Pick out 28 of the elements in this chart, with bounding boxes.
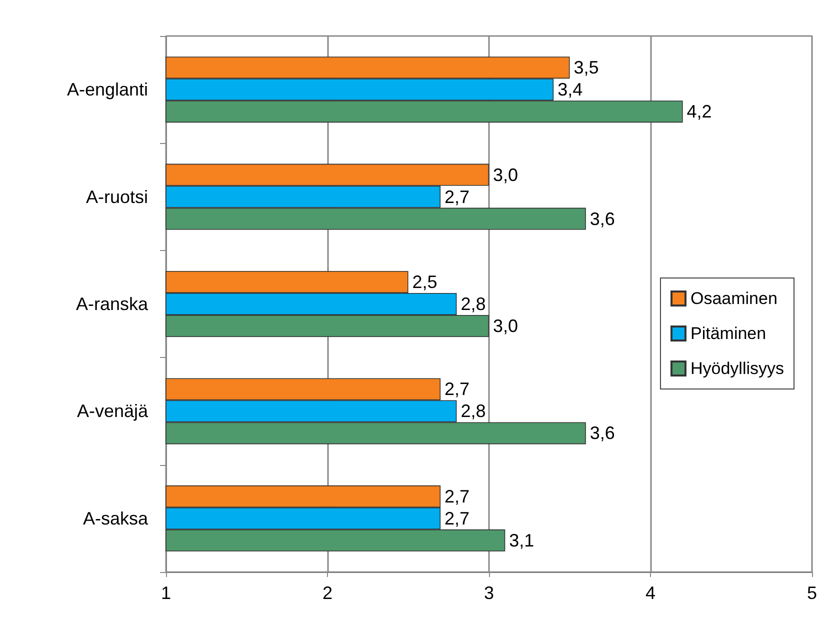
data-label: 2,7 (444, 379, 470, 400)
data-label: 3,0 (493, 164, 518, 185)
y-tick-label: A-ruotsi (86, 186, 148, 207)
data-label: 3,0 (493, 316, 518, 336)
x-tick-label: 1 (160, 583, 172, 603)
x-tick-label: 5 (806, 583, 818, 603)
x-tick-label: 3 (484, 583, 494, 603)
x-tick-label: 2 (322, 583, 333, 603)
y-tick-label: A-venäjä (76, 401, 149, 422)
data-label: 3,1 (509, 530, 534, 550)
legend-label: Pitäminen (690, 324, 766, 343)
y-tick-label: A-saksa (82, 508, 149, 528)
data-label: 3,4 (558, 80, 583, 100)
legend-label: Osaaminen (690, 289, 778, 308)
x-tick-label: 4 (645, 583, 656, 603)
data-label: 2,5 (412, 272, 438, 292)
data-label: 4,2 (686, 102, 712, 122)
data-label: 3,6 (590, 208, 615, 229)
data-label: 2,8 (460, 401, 486, 422)
data-label: 2,7 (444, 486, 470, 506)
data-label: 2,8 (460, 294, 486, 314)
legend-label: Hyödyllisyys (690, 359, 784, 378)
data-label: 3,5 (574, 58, 599, 78)
data-label: 3,6 (590, 423, 615, 444)
y-tick-label: A-englanti (66, 80, 148, 100)
data-label: 2,7 (444, 508, 470, 528)
data-label: 2,7 (444, 186, 470, 207)
y-tick-label: A-ranska (76, 294, 149, 314)
